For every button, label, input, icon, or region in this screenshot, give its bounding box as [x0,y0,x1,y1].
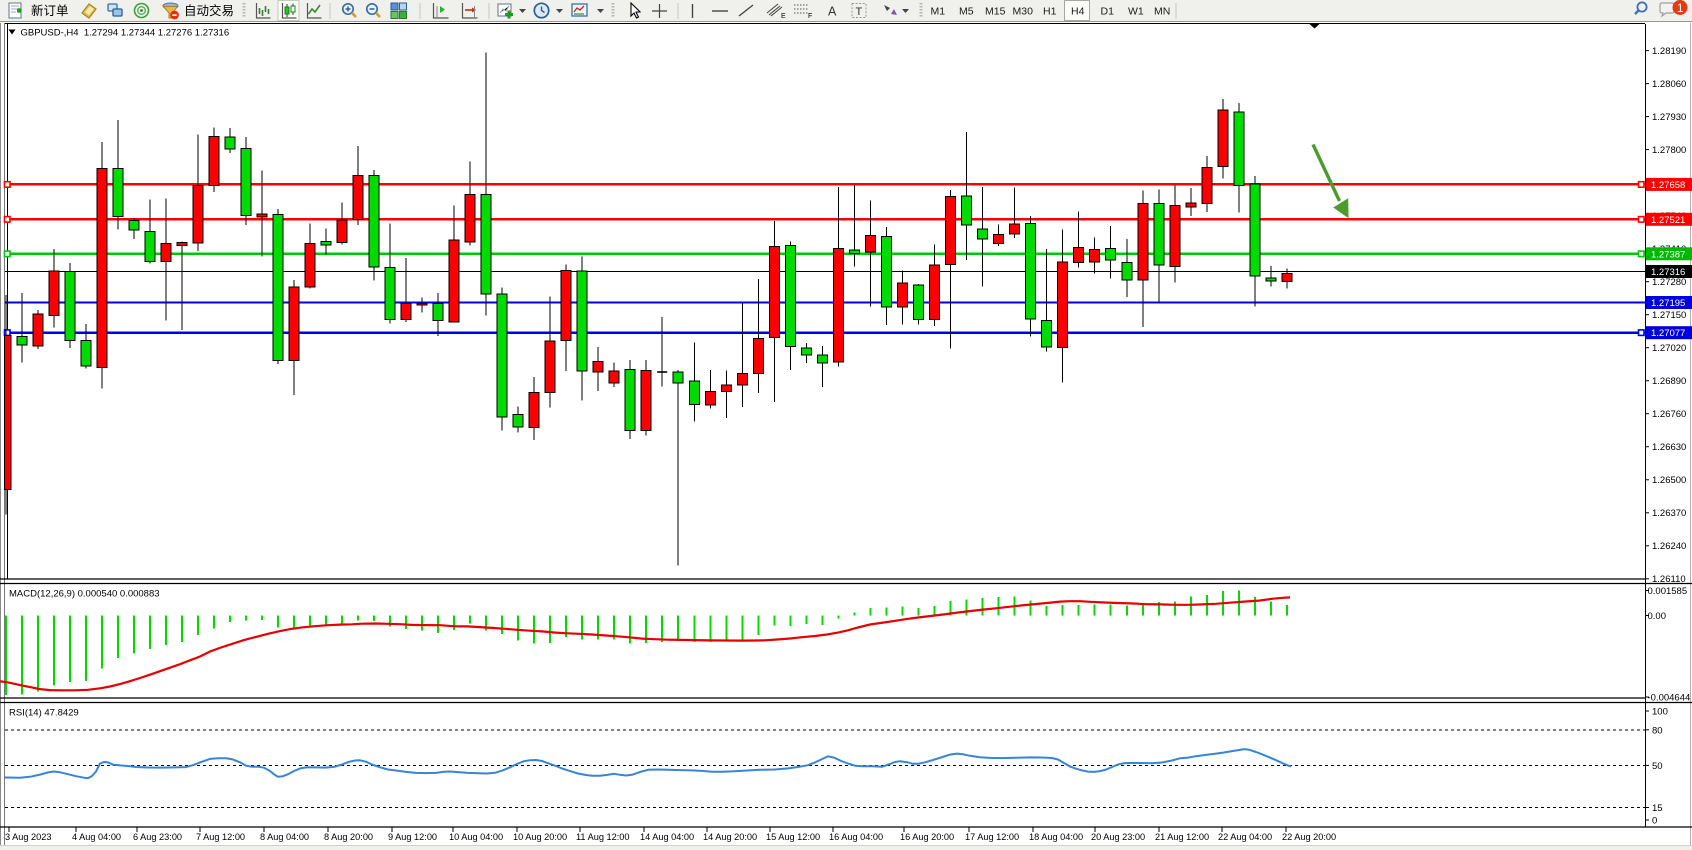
svg-text:1.26370: 1.26370 [1652,508,1686,519]
svg-text:0.00: 0.00 [1648,611,1667,622]
svg-text:1.27316: 1.27316 [1651,267,1685,278]
svg-text:10 Aug 20:00: 10 Aug 20:00 [513,832,567,842]
svg-text:3 Aug 2023: 3 Aug 2023 [5,832,52,842]
svg-text:21 Aug 12:00: 21 Aug 12:00 [1155,832,1209,842]
svg-text:17 Aug 12:00: 17 Aug 12:00 [965,832,1019,842]
svg-text:16 Aug 20:00: 16 Aug 20:00 [900,832,954,842]
svg-text:M30: M30 [1013,6,1034,18]
svg-text:1.26890: 1.26890 [1652,376,1686,387]
svg-text:22 Aug 04:00: 22 Aug 04:00 [1218,832,1272,842]
svg-text:-0.004644: -0.004644 [1648,693,1691,704]
svg-text:100: 100 [1652,707,1668,718]
svg-text:9 Aug 12:00: 9 Aug 12:00 [388,832,437,842]
svg-text:0.001585: 0.001585 [1648,586,1688,597]
svg-text:H4: H4 [1071,6,1085,18]
svg-text:1.27195: 1.27195 [1651,298,1685,309]
svg-text:1.26500: 1.26500 [1652,475,1686,486]
svg-text:1.28060: 1.28060 [1652,79,1686,90]
svg-text:1.27521: 1.27521 [1651,215,1685,226]
svg-text:0: 0 [1652,816,1657,827]
svg-text:W1: W1 [1128,6,1144,18]
svg-text:8 Aug 20:00: 8 Aug 20:00 [324,832,373,842]
svg-text:10 Aug 04:00: 10 Aug 04:00 [449,832,503,842]
svg-text:7 Aug 12:00: 7 Aug 12:00 [196,832,245,842]
svg-text:11 Aug 12:00: 11 Aug 12:00 [576,832,629,842]
svg-text:1.27658: 1.27658 [1651,180,1685,191]
svg-text:M15: M15 [985,6,1006,18]
svg-text:1.27387: 1.27387 [1651,249,1685,260]
svg-text:1.27020: 1.27020 [1652,343,1686,354]
svg-text:14 Aug 04:00: 14 Aug 04:00 [640,832,694,842]
svg-text:E: E [781,13,786,20]
svg-text:RSI(14) 47.8429: RSI(14) 47.8429 [9,708,79,719]
svg-text:1.27800: 1.27800 [1652,145,1686,156]
svg-text:1.26240: 1.26240 [1652,541,1686,552]
svg-text:16 Aug 04:00: 16 Aug 04:00 [829,832,883,842]
svg-text:M1: M1 [931,6,946,18]
svg-text:M5: M5 [959,6,974,18]
svg-text:14 Aug 20:00: 14 Aug 20:00 [703,832,757,842]
svg-text:18 Aug 04:00: 18 Aug 04:00 [1029,832,1083,842]
svg-text:20 Aug 23:00: 20 Aug 23:00 [1091,832,1145,842]
svg-text:80: 80 [1652,725,1663,736]
svg-text:MACD(12,26,9) 0.000540 0.00088: MACD(12,26,9) 0.000540 0.000883 [9,589,160,600]
svg-text:15: 15 [1652,803,1663,814]
svg-text:6 Aug 23:00: 6 Aug 23:00 [133,832,182,842]
svg-text:1.27077: 1.27077 [1651,328,1685,339]
svg-text:F: F [808,13,812,20]
svg-text:1.26760: 1.26760 [1652,409,1686,420]
svg-text:1.28190: 1.28190 [1652,46,1686,57]
svg-text:1.26630: 1.26630 [1652,442,1686,453]
svg-text:1.26110: 1.26110 [1652,574,1686,585]
svg-text:A: A [828,5,837,19]
svg-text:1: 1 [1677,3,1683,15]
svg-text:50: 50 [1652,761,1663,772]
svg-text:GBPUSD-,H4 1.27294 1.27344 1.: GBPUSD-,H4 1.27294 1.27344 1.27276 1.273… [21,28,230,39]
svg-text:15 Aug 12:00: 15 Aug 12:00 [766,832,820,842]
svg-text:D1: D1 [1101,6,1115,18]
svg-text:4 Aug 04:00: 4 Aug 04:00 [72,832,121,842]
svg-text:1.27280: 1.27280 [1652,277,1686,288]
svg-text:T: T [856,6,863,18]
svg-text:自动交易: 自动交易 [184,3,234,18]
svg-text:新订单: 新订单 [31,3,69,18]
svg-text:1.27150: 1.27150 [1652,310,1686,321]
svg-text:H1: H1 [1043,6,1057,18]
svg-text:8 Aug 04:00: 8 Aug 04:00 [260,832,309,842]
svg-text:1.27930: 1.27930 [1652,112,1686,123]
svg-text:22 Aug 20:00: 22 Aug 20:00 [1282,832,1336,842]
svg-text:MN: MN [1154,6,1170,18]
